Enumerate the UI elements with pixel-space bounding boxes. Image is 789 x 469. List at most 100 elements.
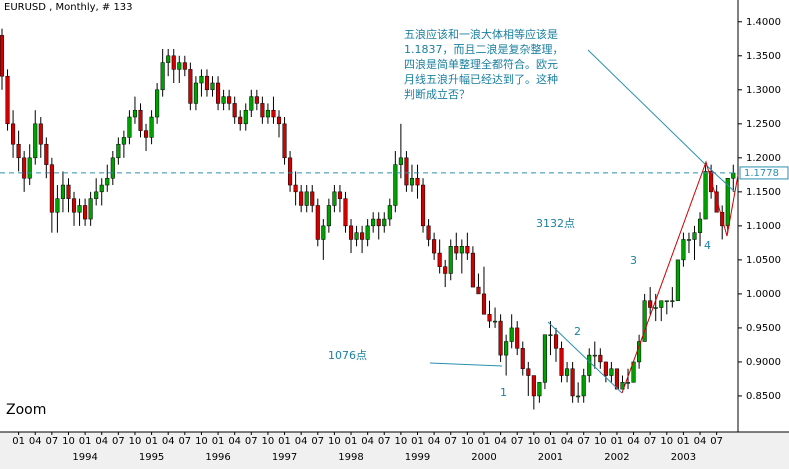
- candle-body: [625, 382, 631, 384]
- candle-body: [265, 109, 270, 118]
- year-label: 1997: [272, 452, 297, 463]
- candle-body: [598, 354, 603, 363]
- candle-body: [83, 205, 88, 220]
- candle-body: [559, 348, 564, 376]
- candle-body: [659, 300, 664, 308]
- y-tick-label: 1.3500: [746, 51, 781, 62]
- candle-body: [221, 96, 226, 104]
- x-tick-label: 10: [328, 436, 341, 447]
- candle-body: [304, 191, 309, 206]
- y-tick-label: 0.8500: [746, 391, 781, 402]
- candle-body: [11, 123, 16, 145]
- x-tick-label: 07: [178, 436, 191, 447]
- candle-body: [537, 382, 542, 397]
- year-label: 1995: [139, 452, 164, 463]
- annotation: 判断成立否？: [404, 87, 470, 101]
- candle-body: [326, 205, 331, 227]
- x-tick-label: 07: [112, 436, 125, 447]
- year-label: 1994: [72, 452, 97, 463]
- x-tick-label: 04: [428, 436, 441, 447]
- x-tick-label: 04: [295, 436, 308, 447]
- candle-body: [481, 293, 487, 315]
- trend-line: [587, 49, 707, 166]
- candle-body: [121, 137, 126, 145]
- candle-body: [587, 354, 592, 376]
- candle-body: [476, 286, 481, 295]
- annotation: 3132点: [536, 217, 575, 230]
- x-tick-label: 04: [228, 436, 241, 447]
- candle-body: [526, 368, 531, 376]
- x-tick-label: 04: [95, 436, 108, 447]
- candle-body: [542, 334, 547, 383]
- candle-body: [110, 157, 115, 179]
- candle-body: [227, 96, 232, 104]
- candle-body: [243, 109, 248, 125]
- candle-body: [487, 314, 492, 322]
- candle-body: [188, 69, 193, 104]
- candle-body: [692, 232, 697, 240]
- year-label: 2000: [471, 452, 496, 463]
- candle-body: [459, 246, 464, 254]
- candle-body: [404, 157, 409, 186]
- candle-body: [697, 218, 703, 233]
- trend-line: [429, 362, 503, 367]
- candle-body: [348, 225, 354, 240]
- year-label: 1998: [338, 452, 363, 463]
- candle-body: [376, 218, 381, 227]
- candle-body: [714, 191, 719, 213]
- x-tick-label: 10: [129, 436, 142, 447]
- candle-body: [731, 172, 736, 179]
- last-price-box: [739, 166, 789, 180]
- candle-body: [426, 225, 431, 240]
- x-tick-label: 04: [361, 436, 374, 447]
- candle-body: [238, 116, 243, 125]
- candle-body: [132, 109, 138, 118]
- x-tick-label: 01: [79, 436, 92, 447]
- candle-body: [299, 191, 304, 206]
- x-tick-label: 01: [12, 436, 25, 447]
- candle-body: [204, 75, 210, 91]
- y-tick-label: 1.1000: [746, 221, 781, 232]
- candle-body: [149, 116, 154, 138]
- x-tick-label: 01: [544, 436, 557, 447]
- wave-label: 1: [500, 386, 507, 399]
- candle-body: [642, 300, 647, 342]
- candle-body: [592, 354, 597, 357]
- candle-body: [193, 82, 198, 104]
- candle-body: [16, 143, 21, 159]
- candle-body: [127, 116, 132, 138]
- x-tick-label: 04: [29, 436, 42, 447]
- candle-body: [321, 225, 326, 240]
- candle-body: [315, 205, 320, 240]
- candle-body: [288, 157, 293, 186]
- candle-body: [398, 157, 403, 165]
- candle-body: [681, 239, 686, 261]
- year-label: 1999: [405, 452, 430, 463]
- candle-body: [260, 103, 265, 118]
- x-tick-label: 01: [478, 436, 491, 447]
- x-tick-label: 10: [395, 436, 408, 447]
- candle-body: [448, 246, 453, 274]
- candle-body: [155, 89, 160, 118]
- wave-label: 3: [630, 254, 637, 267]
- wave-line: [621, 160, 739, 394]
- candle-body: [282, 123, 287, 159]
- candle-body: [493, 320, 498, 323]
- candle-body: [182, 62, 187, 70]
- candle-body: [548, 334, 553, 336]
- candle-body: [531, 375, 536, 397]
- candle-body: [382, 218, 387, 227]
- candle-body: [293, 184, 298, 193]
- candle-body: [0, 35, 5, 77]
- x-tick-label: 01: [411, 436, 424, 447]
- x-tick-label: 04: [561, 436, 574, 447]
- x-tick-label: 07: [710, 436, 723, 447]
- candle-body: [409, 177, 415, 186]
- zoom-label: Zoom: [6, 402, 46, 418]
- annotation: 四浪是简单整理全都符合。欧元: [404, 57, 558, 71]
- candle-body: [520, 348, 525, 369]
- candle-body: [437, 252, 442, 267]
- year-label: 2002: [604, 452, 629, 463]
